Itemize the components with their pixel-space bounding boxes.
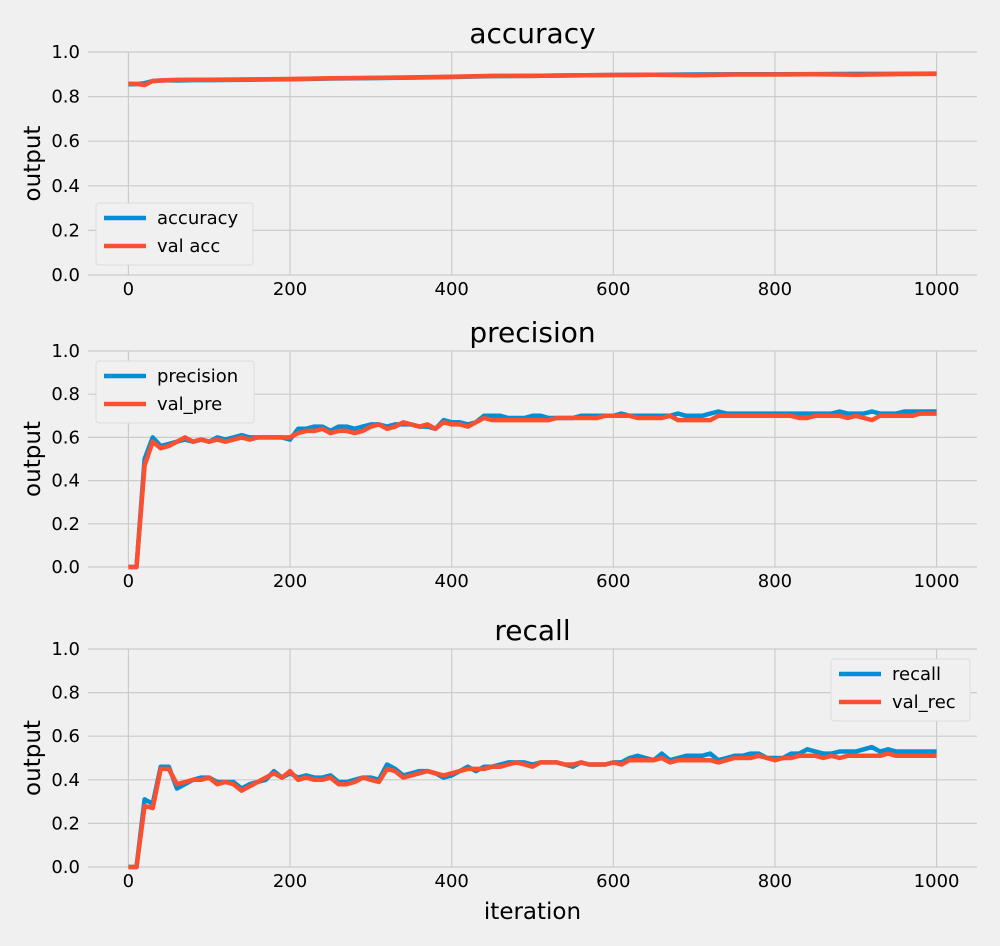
chart-panel-accuracy: 0.0 0.2 0.4 0.6 0.8 1.0 0 200 400 600 800 1000 accur… <box>20 17 977 300</box>
y-tick-label: 0.8 <box>51 87 80 108</box>
legend-label: precision <box>157 366 238 387</box>
x-tick-label: 400 <box>435 571 469 592</box>
legend-label: val_pre <box>157 394 222 415</box>
x-tick-label: 0 <box>123 571 134 592</box>
y-tick-label: 0.4 <box>51 471 80 492</box>
x-tick-label: 400 <box>435 279 469 300</box>
x-tick-label: 0 <box>123 871 134 892</box>
x-tick-label: 600 <box>596 279 630 300</box>
chart-panel-precision: 0.0 0.2 0.4 0.6 0.8 1.0 0 200 400 600 800 1000 preci… <box>20 316 977 592</box>
x-tick-label: 800 <box>758 279 792 300</box>
x-tick-label: 0 <box>123 279 134 300</box>
chart-title: recall <box>494 614 570 647</box>
series-line-val-pre <box>128 411 937 570</box>
y-axis-label: output <box>20 421 46 497</box>
y-tick-label: 0.4 <box>51 176 80 197</box>
x-tick-label: 200 <box>273 571 307 592</box>
chart-title: accuracy <box>469 17 595 50</box>
x-tick-label: 1000 <box>914 279 960 300</box>
y-axis-label: output <box>20 720 46 796</box>
series-line-precision <box>128 409 937 570</box>
x-tick-label: 800 <box>758 871 792 892</box>
chart-title: precision <box>469 316 595 349</box>
y-axis-label: output <box>20 126 46 202</box>
x-tick-label: 1000 <box>914 871 960 892</box>
x-tick-label: 200 <box>273 871 307 892</box>
legend-label: val acc <box>157 236 220 257</box>
x-tick-label: 600 <box>596 871 630 892</box>
series-line-val-acc <box>128 71 937 88</box>
legend-label: accuracy <box>157 208 239 229</box>
y-tick-label: 0.0 <box>51 265 80 286</box>
y-tick-label: 1.0 <box>51 42 80 63</box>
legend: recall val_rec <box>830 658 971 722</box>
legend-label: val_rec <box>892 692 956 713</box>
x-tick-label: 200 <box>273 279 307 300</box>
y-tick-label: 0.2 <box>51 220 80 241</box>
x-tick-label: 800 <box>758 571 792 592</box>
y-tick-label: 0.8 <box>51 384 80 405</box>
x-tick-label: 600 <box>596 571 630 592</box>
y-tick-label: 0.2 <box>51 813 80 834</box>
y-tick-label: 0.0 <box>51 557 80 578</box>
y-tick-label: 0.6 <box>51 427 80 448</box>
legend: precision val_pre <box>95 360 255 424</box>
y-tick-label: 1.0 <box>51 639 80 660</box>
y-tick-label: 1.0 <box>51 341 80 362</box>
x-tick-label: 400 <box>435 871 469 892</box>
y-tick-label: 0.0 <box>51 857 80 878</box>
x-axis-label: iteration <box>484 899 581 925</box>
y-tick-label: 0.6 <box>51 131 80 152</box>
legend-label: recall <box>892 664 941 685</box>
y-tick-label: 0.8 <box>51 683 80 704</box>
y-tick-label: 0.2 <box>51 514 80 535</box>
chart-panel-recall: 0.0 0.2 0.4 0.6 0.8 1.0 0 200 400 600 800 1000 recal… <box>20 614 977 925</box>
series-line-val-rec <box>128 751 937 870</box>
y-tick-label: 0.6 <box>51 726 80 747</box>
y-tick-label: 0.4 <box>51 770 80 791</box>
legend: accuracy val acc <box>95 202 254 266</box>
x-tick-label: 1000 <box>914 571 960 592</box>
